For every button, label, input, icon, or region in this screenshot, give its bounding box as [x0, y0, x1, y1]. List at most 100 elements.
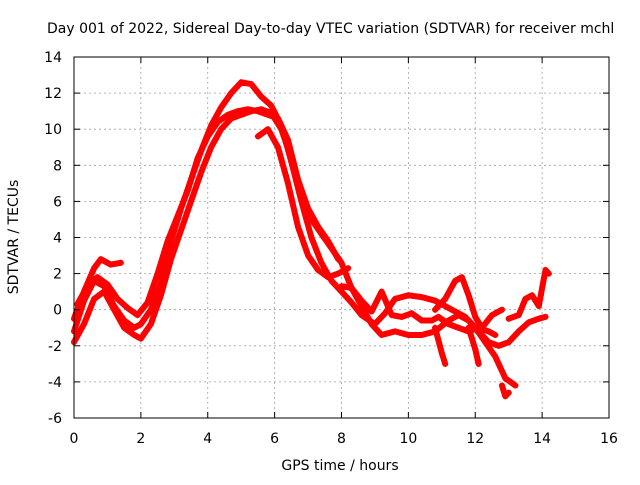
data-point [109, 303, 116, 310]
data-point [119, 321, 126, 328]
data-point [258, 109, 265, 116]
data-point [220, 100, 227, 107]
data-point [438, 316, 445, 323]
data-point [529, 318, 536, 325]
data-point [83, 313, 90, 320]
data-point [307, 230, 314, 237]
data-point [313, 220, 320, 227]
data-point [258, 131, 265, 137]
data-point [266, 129, 273, 136]
data-point [322, 234, 329, 241]
data-point [472, 313, 479, 320]
data-point [273, 140, 279, 147]
data-point [78, 294, 85, 301]
data-point [345, 277, 352, 284]
data-point [281, 168, 288, 175]
x-tick-label: 0 [70, 431, 79, 447]
data-point [81, 321, 87, 328]
data-point [264, 126, 271, 133]
data-point [261, 96, 268, 103]
data-point [89, 299, 96, 306]
data-point [387, 308, 393, 315]
y-tick-label: 2 [53, 267, 62, 283]
data-point [165, 264, 172, 271]
data-point [94, 293, 101, 300]
data-point [218, 104, 225, 111]
data-point [532, 316, 539, 323]
data-point [525, 319, 532, 326]
data-point [427, 329, 434, 336]
data-point [85, 310, 92, 317]
data-point [305, 205, 312, 212]
data-point [87, 273, 94, 279]
data-point [175, 234, 182, 241]
data-point [290, 156, 296, 163]
data-point [445, 321, 452, 328]
data-point [519, 304, 526, 310]
data-point [186, 180, 193, 187]
data-point [199, 144, 206, 151]
data-point [445, 304, 452, 311]
data-point [200, 162, 207, 169]
data-point [154, 303, 161, 310]
data-point [283, 133, 290, 140]
data-point [288, 148, 294, 155]
data-point [73, 308, 80, 314]
data-point [234, 108, 241, 115]
data-point [461, 281, 468, 288]
data-point [442, 295, 449, 302]
data-point [310, 259, 317, 266]
data-point [271, 114, 278, 121]
data-point [86, 306, 93, 313]
data-point [298, 187, 305, 194]
data-point [103, 292, 110, 299]
data-point [192, 162, 199, 169]
y-tick-label: 10 [44, 122, 62, 138]
data-point [94, 274, 101, 281]
data-point [529, 292, 536, 299]
data-point [446, 288, 453, 295]
data-point [539, 285, 546, 291]
data-point [494, 357, 500, 364]
data-point [545, 270, 552, 277]
data-point [281, 129, 288, 136]
data-point [202, 158, 209, 165]
data-point [465, 292, 472, 299]
data-point [261, 110, 268, 117]
data-point [278, 156, 285, 163]
data-point [382, 296, 388, 303]
data-point [174, 212, 181, 219]
data-point [148, 288, 155, 295]
data-point [312, 245, 319, 252]
data-point [458, 274, 465, 281]
data-point [541, 274, 548, 281]
data-point [373, 298, 380, 305]
series-track-g [432, 324, 449, 367]
y-axis-label: SDTVAR / TECUs [6, 180, 22, 295]
data-point [204, 133, 211, 140]
data-point [305, 222, 312, 229]
data-point [216, 108, 223, 115]
data-point [467, 332, 474, 338]
data-point [320, 230, 327, 237]
data-point [142, 302, 149, 309]
data-point [295, 176, 301, 183]
data-point [287, 145, 293, 151]
data-point [79, 324, 85, 331]
data-point [209, 126, 216, 133]
data-point [186, 202, 193, 208]
data-point [152, 306, 159, 313]
data-point [415, 315, 422, 322]
data-point [418, 294, 425, 301]
data-point [335, 270, 342, 277]
data-point [471, 310, 478, 317]
data-point [181, 194, 188, 201]
data-point [76, 297, 83, 304]
data-point [539, 281, 546, 288]
data-point [517, 308, 524, 315]
data-point [474, 317, 481, 324]
data-point [294, 172, 300, 179]
data-point [97, 256, 104, 263]
data-point [423, 295, 430, 302]
